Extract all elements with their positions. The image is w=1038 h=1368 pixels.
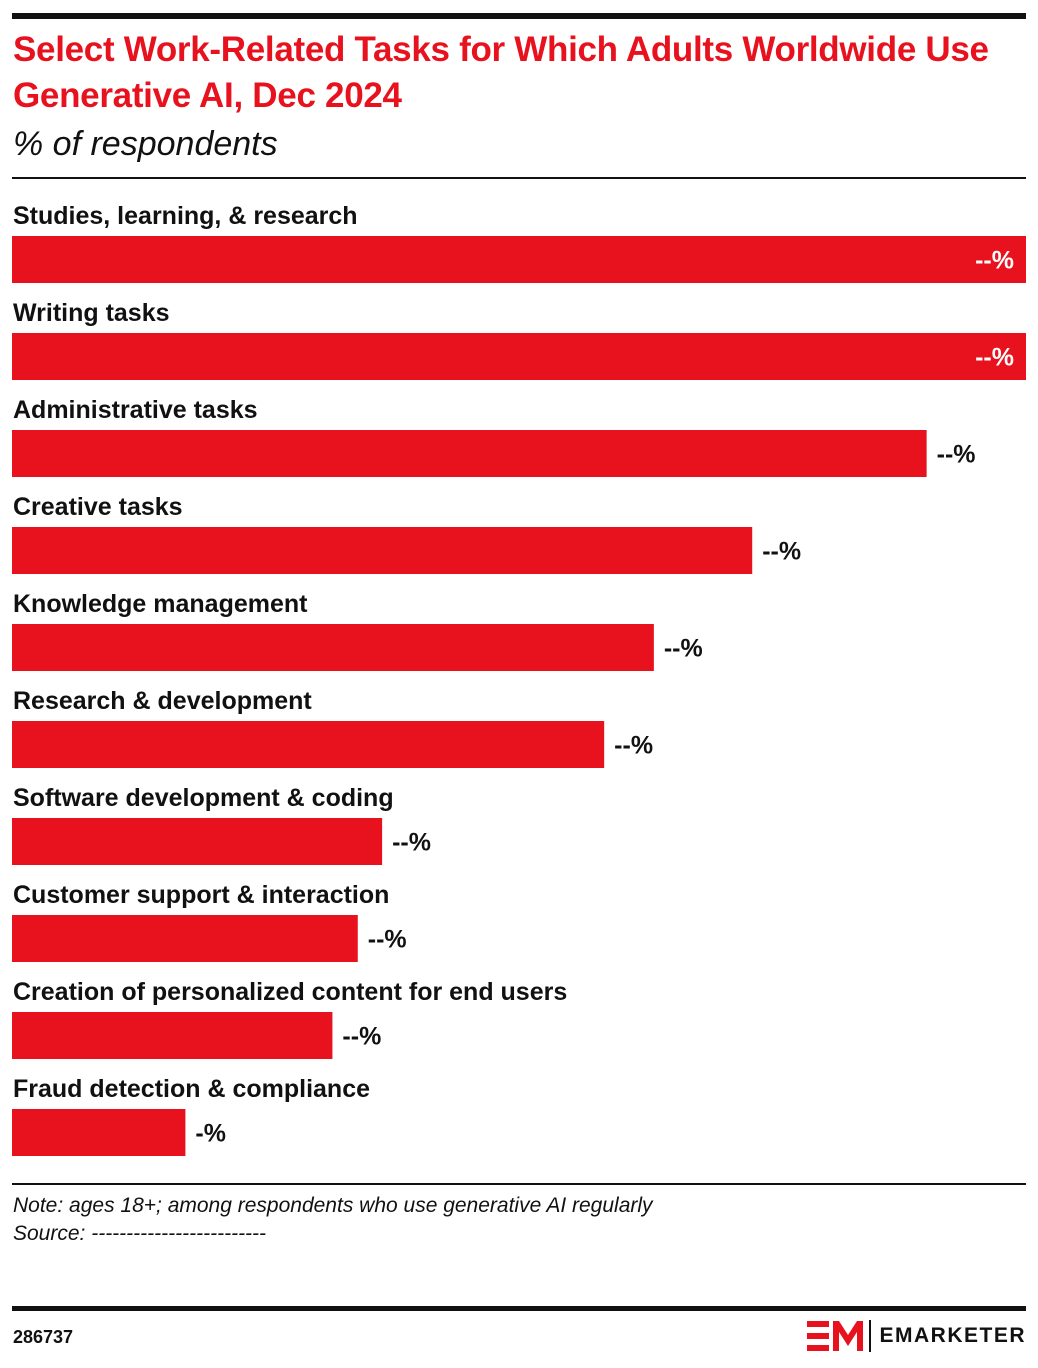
category-label: Creation of personalized content for end… [13,978,567,1006]
bar [12,430,927,477]
data-label: --% [975,247,1014,275]
brand-divider [869,1320,872,1352]
chart-title: Select Work-Related Tasks for Which Adul… [13,30,989,115]
top-rule [12,13,1026,19]
header-divider [12,177,1026,179]
bottom-rule [12,1306,1026,1311]
category-label: Writing tasks [13,299,170,327]
data-label: --% [937,441,976,469]
data-label: --% [975,344,1014,372]
footer-divider [12,1183,1026,1185]
data-label: --% [762,538,801,566]
bar [12,236,1026,283]
note-text: Note: ages 18+; among respondents who us… [13,1194,653,1217]
bar [12,527,753,574]
category-label: Research & development [13,687,312,715]
bar-chart: Studies, learning, & research --% Writing … [12,202,1026,1156]
bar [12,333,1026,380]
data-label: -% [195,1120,226,1148]
source-text: Source: ------------------------- [13,1222,267,1245]
bar [12,1109,186,1156]
category-label: Fraud detection & compliance [13,1075,370,1103]
category-label: Software development & coding [13,784,394,812]
brand-logo[interactable]: EMARKETER [807,1320,1026,1352]
data-label: --% [368,926,407,954]
category-label: Customer support & interaction [13,881,389,909]
chart-id: 286737 [13,1327,74,1347]
category-label: Studies, learning, & research [13,202,358,230]
category-label: Creative tasks [13,493,183,521]
brand-name: EMARKETER [879,1324,1026,1347]
bar [12,1012,333,1059]
data-label: --% [664,635,703,663]
emarketer-logo-icon [807,1321,864,1351]
category-label: Administrative tasks [13,396,258,424]
chart-subtitle: % of respondents [13,125,278,163]
bar [12,721,605,768]
bar [12,624,654,671]
bar [12,818,383,865]
data-label: --% [392,829,431,857]
data-label: --% [614,732,653,760]
category-label: Knowledge management [13,590,308,618]
bar [12,915,358,962]
data-label: --% [342,1023,381,1051]
chart-notes: Note: ages 18+; among respondents who us… [13,1192,653,1248]
